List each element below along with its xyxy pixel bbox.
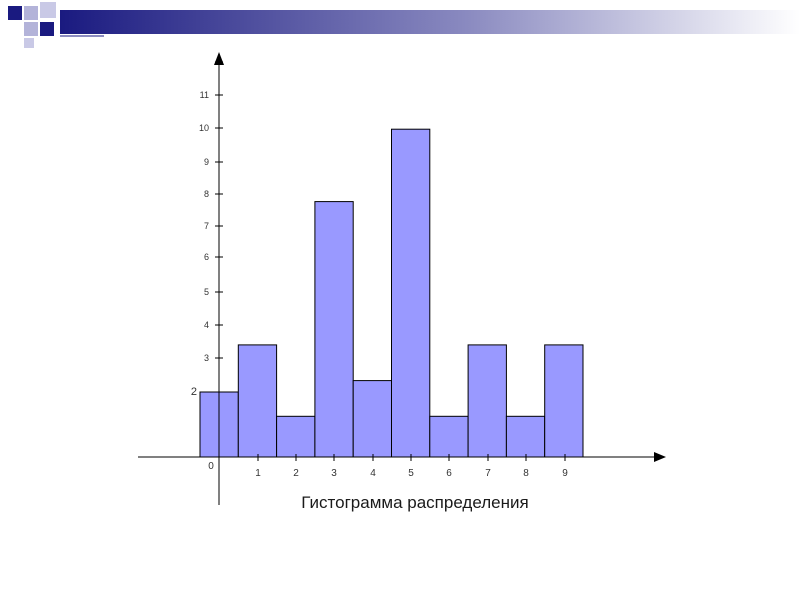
y-tick-label-3: 3 [204, 353, 209, 363]
y-tick-label-10: 10 [199, 123, 209, 133]
y-tick-label-7: 7 [204, 221, 209, 231]
bars-layer [199, 128, 584, 458]
y-tick-label-4: 4 [204, 320, 209, 330]
y-tick-label-9: 9 [204, 157, 209, 167]
x-tick-label-4: 4 [370, 468, 376, 479]
y-tick-label-11: 11 [200, 90, 209, 100]
bar-9 [544, 344, 584, 458]
x-tick-label-3: 3 [331, 468, 337, 479]
bar-6 [429, 415, 469, 458]
y-tick-label-6: 6 [204, 252, 209, 262]
y-axis-arrow [214, 52, 224, 65]
header-gradient-band [60, 10, 800, 34]
header-square-2 [24, 6, 38, 20]
x-tick-label-5: 5 [408, 468, 414, 479]
chart-caption: Гистограмма распределения [301, 493, 529, 512]
header-square-3 [40, 2, 56, 18]
header-square-6 [24, 38, 34, 48]
ticks-layer: 2 3 4 5 6 7 8 9 10 11 0 1 2 3 4 5 6 7 8 9 [191, 61, 568, 479]
x-tick-label-9: 9 [562, 468, 568, 479]
y-tick-label-5: 5 [204, 287, 209, 297]
header-square-4 [24, 22, 38, 36]
y-tick-label-2: 2 [191, 386, 197, 398]
bar-4 [352, 380, 393, 458]
x-tick-label-0: 0 [208, 461, 214, 472]
x-axis-arrow [654, 452, 666, 462]
header-square-1 [8, 6, 22, 20]
x-tick-label-6: 6 [446, 468, 452, 479]
bar-1 [237, 344, 278, 458]
header-decoration [8, 2, 800, 48]
bar-5 [391, 128, 431, 458]
x-tick-label-7: 7 [485, 468, 491, 479]
x-tick-label-8: 8 [523, 468, 529, 479]
y-tick-label-8: 8 [204, 189, 209, 199]
bar-8 [505, 415, 546, 458]
x-tick-label-2: 2 [293, 468, 299, 479]
bar-7 [467, 344, 507, 458]
x-tick-label-1: 1 [255, 468, 261, 479]
bar-3 [314, 201, 354, 458]
bar-2 [276, 415, 316, 458]
header-square-5 [40, 22, 54, 36]
